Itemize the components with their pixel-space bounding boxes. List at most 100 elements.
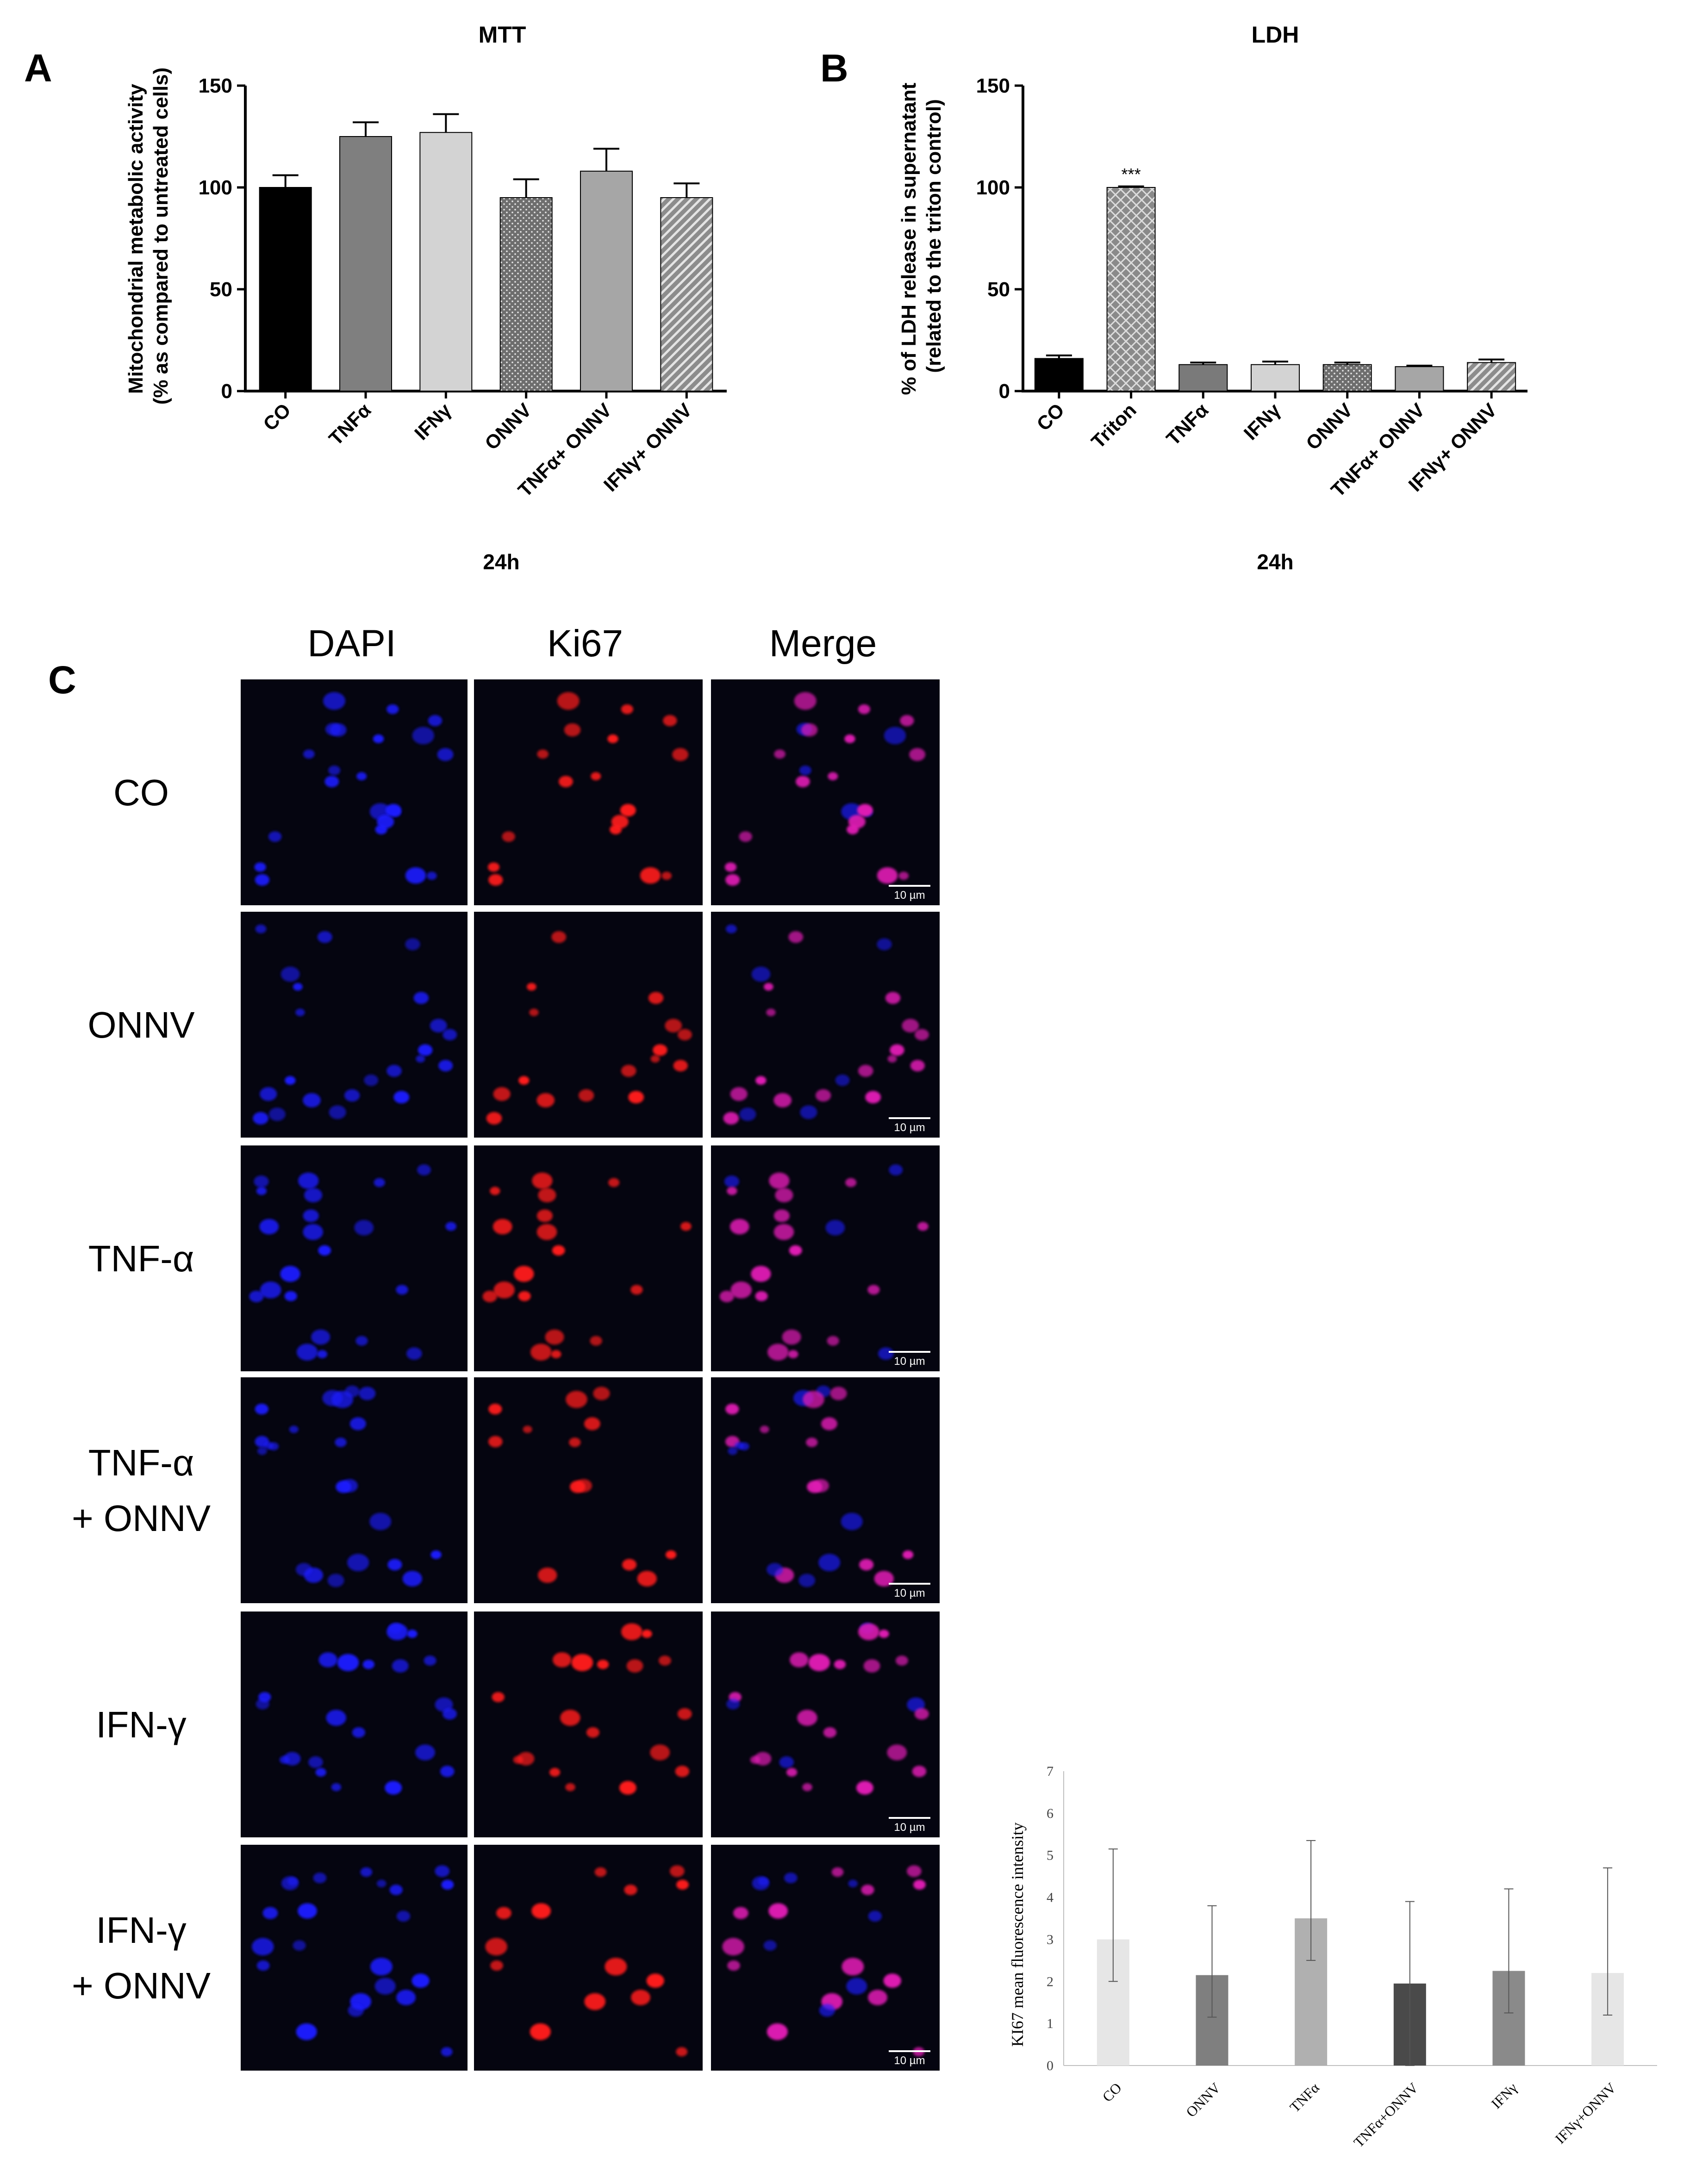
nucleus xyxy=(653,1044,667,1056)
nucleus xyxy=(406,1347,422,1360)
nucleus xyxy=(287,1877,298,1886)
nucleus xyxy=(438,1060,453,1072)
nucleus xyxy=(531,1903,551,1919)
nucleus xyxy=(268,831,282,842)
nucleus xyxy=(349,1417,366,1431)
nucleus xyxy=(789,1245,802,1256)
ldh-bar-tnf xyxy=(1178,364,1228,392)
nucleus xyxy=(260,1282,281,1299)
row-label-tnf-onnv-line-1: TNF-α xyxy=(88,1442,194,1483)
nucleus xyxy=(412,727,434,745)
nucleus xyxy=(802,1783,812,1792)
nucleus xyxy=(680,1222,692,1231)
nucleus xyxy=(441,2047,453,2057)
nucleus xyxy=(570,1481,586,1493)
nucleus xyxy=(605,1958,627,1976)
nucleus xyxy=(818,1554,841,1572)
mtt-title: MTT xyxy=(479,22,526,48)
nucleus xyxy=(490,1960,503,1971)
nucleus xyxy=(502,831,515,842)
ldh-ytick-label-50: 50 xyxy=(987,278,1010,301)
mtt-ylabel-line2: (% as compared to untreated cells) xyxy=(150,68,172,405)
ki67-ytick-label-4: 4 xyxy=(1047,1890,1054,1905)
nucleus xyxy=(296,1563,312,1576)
nucleus xyxy=(331,1783,342,1792)
panel-letter-a: A xyxy=(24,46,52,90)
nucleus xyxy=(551,1350,561,1358)
nucleus xyxy=(428,715,443,727)
mtt-ytick-label-100: 100 xyxy=(199,176,232,199)
ki67-xtick-label-tnf: TNFα xyxy=(1286,2079,1322,2116)
nucleus xyxy=(590,1336,602,1346)
ldh-bar-onnv xyxy=(1322,364,1372,392)
nucleus xyxy=(764,983,773,991)
nucleus xyxy=(795,776,810,788)
nucleus xyxy=(628,1091,644,1104)
nucleus xyxy=(723,1112,739,1125)
ki67-ytick-label-1: 1 xyxy=(1047,2016,1054,2031)
nucleus xyxy=(318,1245,331,1256)
nucleus xyxy=(724,1175,739,1188)
nucleus xyxy=(621,1064,636,1077)
nucleus xyxy=(324,776,339,788)
nucleus xyxy=(359,1387,376,1400)
nucleus xyxy=(303,1093,321,1108)
nucleus xyxy=(724,862,737,872)
nucleus xyxy=(844,734,855,743)
nucleus xyxy=(673,1060,688,1072)
nucleus xyxy=(295,1008,305,1016)
nucleus xyxy=(773,1093,792,1108)
nucleus xyxy=(867,1285,880,1295)
nucleus xyxy=(347,1554,369,1572)
nucleus xyxy=(863,1659,880,1673)
nucleus xyxy=(669,1865,685,1877)
nucleus xyxy=(821,1417,837,1431)
nucleus xyxy=(488,1436,503,1448)
nucleus xyxy=(537,1567,557,1583)
nucleus xyxy=(622,1559,637,1571)
nucleus xyxy=(766,1008,776,1016)
nucleus xyxy=(739,1108,756,1121)
nucleus xyxy=(443,1029,457,1041)
micrograph-tnf-dapi xyxy=(241,1145,468,1371)
nucleus xyxy=(369,1512,392,1531)
nucleus xyxy=(435,1865,450,1877)
nucleus xyxy=(841,1512,863,1531)
nucleus xyxy=(760,1425,769,1433)
micrograph-onnv-merge: 10 µm xyxy=(711,912,940,1138)
nucleus xyxy=(336,1481,351,1493)
micrograph-tnf-ki67 xyxy=(474,1145,703,1371)
nucleus xyxy=(650,1055,660,1063)
nucleus xyxy=(858,1623,879,1640)
nucleus xyxy=(492,1692,505,1702)
nucleus xyxy=(303,1209,319,1222)
nucleus xyxy=(586,1727,600,1738)
ldh-ylabel-line1: % of LDH release in supernatant xyxy=(898,82,920,395)
nucleus xyxy=(834,1660,846,1669)
ki67-xtick-label-ifn: IFNγ xyxy=(1488,2079,1521,2112)
nucleus xyxy=(529,1008,539,1016)
nucleus xyxy=(488,874,503,886)
micrograph-ifn-dapi xyxy=(241,1612,468,1837)
nucleus xyxy=(768,1903,788,1919)
nucleus xyxy=(823,1727,837,1738)
nucleus xyxy=(902,1019,919,1033)
mtt-bar-co xyxy=(259,187,312,392)
mtt-xlabel: 24h xyxy=(483,550,519,574)
nucleus xyxy=(658,1655,671,1666)
nucleus xyxy=(819,2004,835,2017)
nucleus xyxy=(374,1978,396,1995)
nucleus xyxy=(396,1285,408,1295)
nucleus xyxy=(532,1172,553,1189)
nucleus xyxy=(348,2004,364,2017)
nucleus xyxy=(386,804,402,817)
nucleus xyxy=(794,692,817,710)
micrograph-onnv-ki67 xyxy=(474,912,703,1138)
nucleus xyxy=(914,1708,929,1720)
nucleus xyxy=(256,1960,270,1971)
ki67-ytick-label-5: 5 xyxy=(1047,1848,1054,1863)
nucleus xyxy=(578,1089,594,1102)
nucleus xyxy=(607,734,618,743)
micrograph-background xyxy=(474,1145,703,1371)
micrograph-background xyxy=(711,679,940,905)
